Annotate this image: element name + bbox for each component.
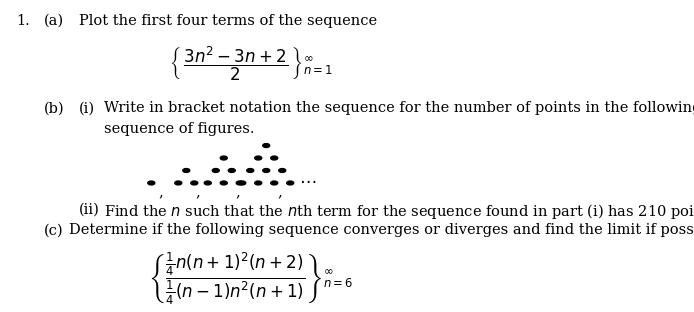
Circle shape — [212, 168, 219, 173]
Text: (i): (i) — [79, 101, 95, 115]
Circle shape — [220, 181, 227, 185]
Text: Find the $n$ such that the $n$th term for the sequence found in part (i) has 210: Find the $n$ such that the $n$th term fo… — [104, 202, 694, 222]
Text: $\left\{\dfrac{\frac{1}{4}n(n+1)^2(n+2)}{\frac{1}{4}(n-1)n^2(n+1)}\right\}_{n=6}: $\left\{\dfrac{\frac{1}{4}n(n+1)^2(n+2)}… — [149, 251, 354, 307]
Circle shape — [279, 168, 286, 173]
Text: sequence of figures.: sequence of figures. — [104, 122, 254, 136]
Text: Determine if the following sequence converges or diverges and find the limit if : Determine if the following sequence conv… — [69, 223, 694, 237]
Text: ,: , — [158, 186, 162, 200]
Circle shape — [263, 144, 270, 148]
Circle shape — [228, 168, 235, 173]
Circle shape — [204, 181, 211, 185]
Circle shape — [220, 156, 227, 160]
Circle shape — [255, 156, 262, 160]
Circle shape — [191, 181, 198, 185]
Circle shape — [247, 168, 254, 173]
Circle shape — [263, 168, 270, 173]
Text: ,: , — [278, 186, 282, 200]
Text: 1.: 1. — [17, 14, 30, 28]
Text: $\left\{\,\dfrac{3n^2-3n+2}{2}\,\right\}_{n=1}^{\infty}$: $\left\{\,\dfrac{3n^2-3n+2}{2}\,\right\}… — [169, 44, 333, 83]
Circle shape — [183, 168, 189, 173]
Circle shape — [271, 156, 278, 160]
Text: (ii): (ii) — [79, 202, 100, 217]
Circle shape — [255, 181, 262, 185]
Text: (a): (a) — [44, 14, 64, 28]
Circle shape — [175, 181, 182, 185]
Circle shape — [287, 181, 294, 185]
Circle shape — [239, 181, 246, 185]
Text: ,: , — [235, 186, 240, 200]
Text: ,: , — [196, 186, 200, 200]
Text: Plot the first four terms of the sequence: Plot the first four terms of the sequenc… — [79, 14, 377, 28]
Text: (c): (c) — [44, 223, 63, 237]
Text: (b): (b) — [44, 101, 65, 115]
Circle shape — [148, 181, 155, 185]
Circle shape — [271, 181, 278, 185]
Text: $\cdots$: $\cdots$ — [298, 172, 316, 189]
Circle shape — [236, 181, 244, 185]
Text: Write in bracket notation the sequence for the number of points in the following: Write in bracket notation the sequence f… — [104, 101, 694, 115]
